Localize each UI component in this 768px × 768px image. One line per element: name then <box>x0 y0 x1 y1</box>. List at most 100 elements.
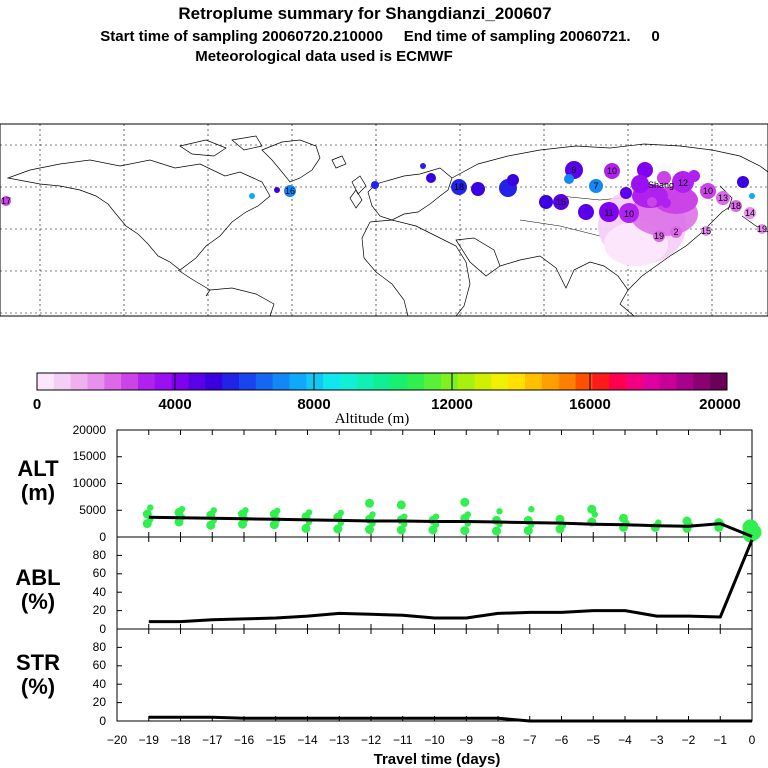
svg-text:13: 13 <box>718 193 728 203</box>
alt-plume-point <box>301 523 311 533</box>
alt-plume-point <box>432 513 440 520</box>
plume-marker <box>647 197 657 207</box>
plume-marker: 2 <box>670 226 682 238</box>
str-ytick: 60 <box>93 658 107 672</box>
map-panel: 17 16 18 15 9 7 11 10 10 12 <box>0 123 768 317</box>
alt-plume-point <box>619 513 628 523</box>
colorbar-cell <box>609 373 627 390</box>
svg-text:15: 15 <box>701 226 711 236</box>
alt-plume-point <box>464 511 471 518</box>
x-tick-label: −13 <box>329 733 350 747</box>
plume-marker: 18 <box>451 179 467 195</box>
plume-marker <box>420 163 426 169</box>
alt-plume-point <box>587 504 597 514</box>
x-tick-label: −9 <box>459 733 473 747</box>
str-panel-frame <box>116 628 753 722</box>
colorbar-cell <box>541 373 560 390</box>
x-tick-label: −4 <box>618 733 632 747</box>
abl-panel-unit: (%) <box>21 589 55 614</box>
alt-ytick: 10000 <box>73 476 107 490</box>
y-tick-labels: 20000 15000 10000 5000 0 80 60 40 20 0 8… <box>73 423 107 728</box>
plume-marker <box>274 187 280 193</box>
plume-marker <box>539 195 553 209</box>
str-ytick: 20 <box>93 695 107 709</box>
plume-marker <box>371 181 379 189</box>
svg-text:10: 10 <box>607 166 617 176</box>
colorbar-cell <box>642 373 661 390</box>
svg-text:16: 16 <box>285 186 295 196</box>
colorbar-cell <box>289 373 307 390</box>
colorbar-cell <box>70 373 88 390</box>
plume-marker <box>657 171 671 185</box>
plume-marker: 19 <box>653 230 665 242</box>
plume-marker: 11 <box>599 202 619 222</box>
plume-marker <box>749 193 755 199</box>
colorbar-cell <box>171 373 189 390</box>
alt-plume-point <box>460 497 470 507</box>
plume-marker <box>426 173 436 183</box>
time-series-panels: ALT (m) ABL (%) STR (%) 20000 15000 1000… <box>15 423 762 768</box>
colorbar-cell <box>323 373 341 390</box>
x-tick-label: −14 <box>297 733 318 747</box>
plume-marker: 7 <box>589 179 603 193</box>
colorbar-cell <box>474 373 492 390</box>
alt-plume-point <box>401 513 408 520</box>
colorbar-tick: 8000 <box>297 396 330 413</box>
abl-line <box>148 539 754 624</box>
plume-marker: 14 <box>744 207 756 219</box>
abl-ytick: 0 <box>99 622 106 636</box>
colorbar-cell <box>575 373 593 390</box>
colorbar-label: Altitude (m) <box>335 411 410 427</box>
svg-text:11: 11 <box>604 208 613 218</box>
colorbar-cell <box>710 373 728 390</box>
alt-plume-point <box>333 524 343 534</box>
colorbar-cell <box>525 373 543 390</box>
colorbar-tick: 16000 <box>569 396 611 413</box>
colorbar-cells <box>37 373 728 390</box>
svg-text:15: 15 <box>556 197 566 207</box>
x-tick-label: −11 <box>393 733 413 747</box>
x-tick-label: −6 <box>555 733 569 747</box>
colorbar-cell <box>390 373 408 390</box>
svg-text:19: 19 <box>654 231 664 241</box>
x-tick-label: −10 <box>424 733 445 747</box>
alt-ytick: 20000 <box>73 423 107 437</box>
colorbar-tick: 12000 <box>431 396 473 413</box>
colorbar-cell <box>424 373 442 390</box>
station-label: Shang <box>648 180 674 190</box>
alt-plume-point <box>742 519 759 536</box>
plume-markers: 17 16 18 15 9 7 11 10 10 12 <box>1 161 767 242</box>
alt-plume-point <box>496 508 503 515</box>
plume-marker: 10 <box>619 203 639 223</box>
alt-plume-point <box>305 509 313 516</box>
x-tick-label: −3 <box>650 733 664 747</box>
colorbar-cell <box>693 373 711 390</box>
alt-mean-line <box>148 515 753 538</box>
alt-plume-point <box>337 509 344 517</box>
x-tick-label: −1 <box>713 733 727 747</box>
svg-text:17: 17 <box>1 196 11 206</box>
x-tick-label: −2 <box>682 733 696 747</box>
colorbar-cell <box>440 373 459 390</box>
alt-panel-unit: (m) <box>21 480 55 505</box>
colorbar-cell <box>238 373 257 390</box>
colorbar-cell <box>659 373 677 390</box>
plume-marker <box>688 170 700 182</box>
plume-marker: 18 <box>730 200 742 212</box>
title-line-2: Start time of sampling 20060720.210000 E… <box>100 28 659 45</box>
x-tick-labels: −20 −19 −18 −17 −16 −15 −14 −13 −12 −11 −10 −9 −8 −7−… <box>107 733 756 747</box>
colorbar-cell <box>222 373 240 390</box>
colorbar-cell <box>37 373 55 390</box>
svg-text:9: 9 <box>571 165 576 175</box>
plume-marker: 13 <box>716 191 730 205</box>
alt-ytick: 15000 <box>73 449 107 463</box>
colorbar-cell <box>154 373 173 390</box>
alt-plume-point <box>369 511 376 518</box>
svg-text:7: 7 <box>593 181 598 191</box>
svg-text:18: 18 <box>731 201 741 211</box>
colorbar-cell <box>373 373 391 390</box>
colorbar-cell <box>137 373 156 390</box>
abl-panel-label: ABL <box>15 565 60 590</box>
plume-marker <box>249 193 255 199</box>
